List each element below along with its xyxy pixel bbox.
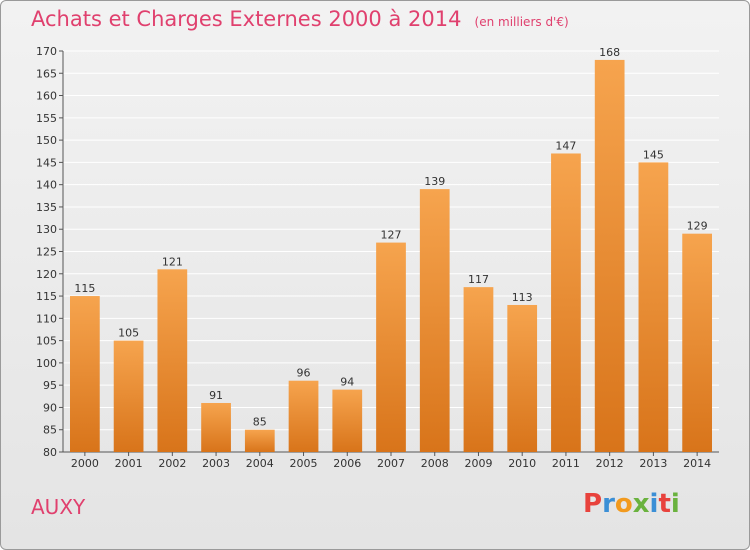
- data-label: 127: [381, 229, 402, 242]
- data-label: 94: [340, 376, 354, 389]
- x-tick-label: 2003: [202, 457, 230, 470]
- data-label: 117: [468, 273, 489, 286]
- y-tick-label: 145: [36, 156, 57, 169]
- logo-letter: P: [583, 489, 603, 519]
- bar: [507, 304, 538, 452]
- chart-title-main: Achats et Charges Externes 2000 à 2014: [31, 7, 462, 31]
- x-tick-label: 2014: [683, 457, 711, 470]
- chart-title: Achats et Charges Externes 2000 à 2014 (…: [31, 7, 569, 31]
- logo-letter: i: [649, 489, 659, 519]
- bar: [594, 59, 625, 453]
- x-tick-label: 2013: [639, 457, 667, 470]
- logo-letter: x: [632, 489, 650, 519]
- bar: [201, 402, 231, 452]
- y-tick-label: 160: [36, 90, 57, 103]
- x-tick-label: 2005: [290, 457, 318, 470]
- y-tick-label: 85: [43, 424, 57, 437]
- data-label: 96: [297, 367, 311, 380]
- bar: [463, 287, 494, 452]
- y-tick-label: 135: [36, 201, 57, 214]
- logo-letter: r: [602, 489, 615, 519]
- bar: [113, 340, 144, 452]
- logo-letter: i: [670, 489, 680, 519]
- y-tick-label: 150: [36, 134, 57, 147]
- y-tick-label: 165: [36, 67, 57, 80]
- data-label: 145: [643, 148, 664, 161]
- x-tick-label: 2012: [596, 457, 624, 470]
- bar: [332, 389, 363, 452]
- x-tick-label: 2002: [158, 457, 186, 470]
- chart-subtitle: (en milliers d'€): [474, 15, 569, 29]
- y-tick-label: 100: [36, 357, 57, 370]
- x-tick-label: 2009: [464, 457, 492, 470]
- y-tick-label: 130: [36, 223, 57, 236]
- y-tick-label: 155: [36, 112, 57, 125]
- bar: [69, 296, 100, 452]
- x-tick-label: 2001: [115, 457, 143, 470]
- data-label: 129: [687, 220, 708, 233]
- data-label: 168: [599, 46, 620, 59]
- y-tick-label: 90: [43, 401, 57, 414]
- data-label: 147: [555, 139, 576, 152]
- x-tick-label: 2007: [377, 457, 405, 470]
- bar: [419, 189, 450, 452]
- data-label: 121: [162, 255, 183, 268]
- logo-letter: t: [658, 489, 671, 519]
- logo-letter: o: [614, 489, 633, 519]
- y-tick-label: 170: [36, 45, 57, 58]
- y-tick-label: 140: [36, 179, 57, 192]
- data-label: 105: [118, 327, 139, 340]
- y-tick-label: 105: [36, 335, 57, 348]
- x-tick-label: 2000: [71, 457, 99, 470]
- proxiti-logo: Proxiti: [583, 489, 680, 519]
- y-tick-label: 115: [36, 290, 57, 303]
- x-tick-label: 2010: [508, 457, 536, 470]
- y-tick-label: 110: [36, 312, 57, 325]
- town-name: AUXY: [31, 495, 86, 519]
- y-tick-label: 80: [43, 446, 57, 459]
- data-label: 85: [253, 416, 267, 429]
- y-tick-label: 125: [36, 246, 57, 259]
- x-tick-label: 2008: [421, 457, 449, 470]
- data-label: 113: [512, 291, 533, 304]
- bar: [551, 153, 581, 452]
- data-label: 91: [209, 389, 223, 402]
- bar: [157, 269, 188, 452]
- x-tick-label: 2006: [333, 457, 361, 470]
- data-label: 139: [424, 175, 445, 188]
- y-tick-label: 120: [36, 268, 57, 281]
- x-tick-label: 2011: [552, 457, 580, 470]
- bar: [376, 242, 406, 452]
- bar: [244, 429, 275, 452]
- y-tick-label: 95: [43, 379, 57, 392]
- bar: [638, 162, 669, 452]
- x-tick-label: 2004: [246, 457, 274, 470]
- bar: [288, 380, 319, 452]
- bar: [682, 233, 713, 452]
- data-label: 115: [74, 282, 95, 295]
